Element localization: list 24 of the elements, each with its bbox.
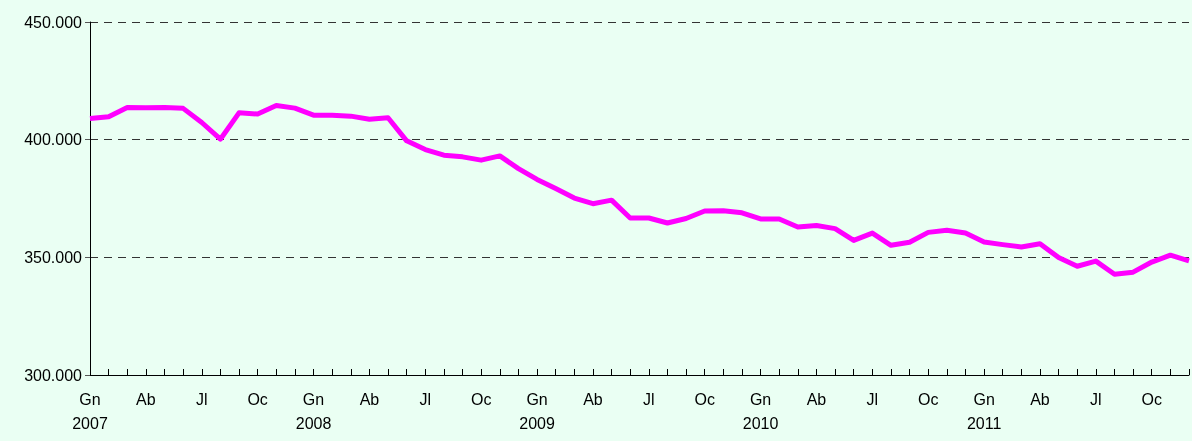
y-tick-label: 450.000 [24,13,83,31]
x-tick-label: Oc [247,390,268,408]
y-tick-label: 400.000 [24,131,83,149]
y-tick-label: 300.000 [24,366,83,384]
x-tick-label: Jl [1090,390,1102,408]
x-tick-label: Jl [866,390,879,408]
x-tick-label: Ab [806,390,827,408]
x-tick-label: Ab [583,390,603,408]
x-tick-label: Oc [1141,390,1162,408]
x-tick-label: Gn 2007 [72,390,108,432]
x-tick-label: Oc [470,390,492,408]
x-tick-label: Gn 2011 [966,390,1002,432]
x-tick-label: Oc [694,390,715,408]
x-tick-label: Jl [419,390,432,408]
x-tick-label: Jl [643,390,655,408]
x-tick-label: Ab [136,390,156,408]
y-tick-label: 350.000 [24,248,83,266]
x-tick-label: Ab [1030,390,1050,408]
x-tick-label: Oc [917,390,939,408]
x-tick-label: Gn 2009 [519,390,555,432]
x-tick-label: Gn 2008 [295,390,332,432]
x-tick-label: Gn 2010 [742,390,779,432]
x-tick-label: Jl [195,390,208,408]
x-tick-label: Ab [359,390,380,408]
